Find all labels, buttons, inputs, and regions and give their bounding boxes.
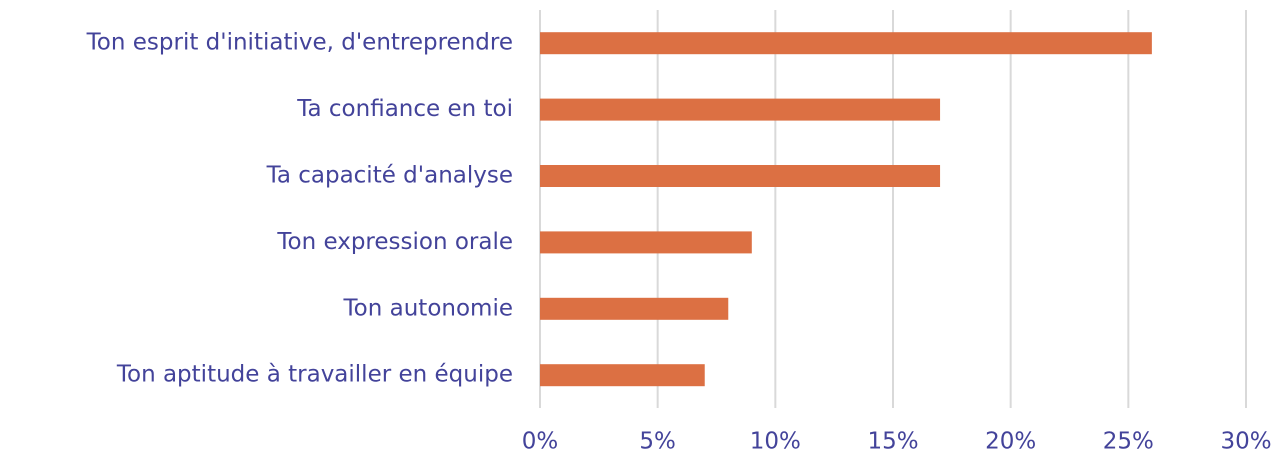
x-tick-label: 5% bbox=[639, 429, 676, 455]
x-tick-label: 15% bbox=[867, 429, 918, 455]
x-tick-label: 0% bbox=[522, 429, 559, 455]
x-tick-label: 10% bbox=[750, 429, 801, 455]
x-tick-label: 30% bbox=[1220, 429, 1271, 455]
bar bbox=[540, 231, 752, 254]
y-tick-label: Ton aptitude à travailler en équipe bbox=[116, 362, 513, 388]
y-tick-label: Ta capacité d'analyse bbox=[266, 163, 513, 189]
bar bbox=[540, 165, 941, 187]
bar bbox=[540, 364, 705, 387]
x-tick-label: 25% bbox=[1103, 429, 1154, 455]
y-tick-label: Ton expression orale bbox=[276, 229, 513, 255]
bar bbox=[540, 98, 941, 121]
x-tick-label: 20% bbox=[985, 429, 1036, 455]
y-tick-label: Ton esprit d'initiative, d'entreprendre bbox=[86, 30, 513, 56]
y-tick-label: Ta confiance en toi bbox=[296, 96, 513, 122]
bar bbox=[540, 32, 1152, 55]
bar bbox=[540, 297, 729, 320]
y-tick-label: Ton autonomie bbox=[343, 295, 513, 321]
